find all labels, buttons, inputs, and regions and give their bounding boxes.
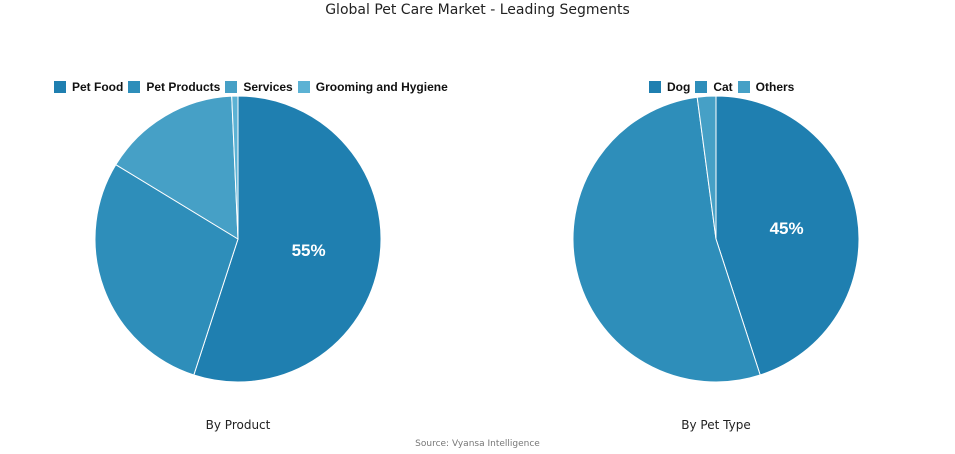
- legend-item: Cat: [695, 80, 733, 94]
- legend-label: Cat: [713, 80, 733, 94]
- legend-label: Others: [755, 80, 795, 94]
- legend-swatch: [737, 81, 750, 93]
- legend-label: Pet Food: [72, 80, 124, 94]
- slice-data-label: 55%: [292, 241, 326, 260]
- legend-swatch: [297, 81, 310, 93]
- legend-item: Services: [225, 80, 293, 94]
- chart-title: Global Pet Care Market - Leading Segment…: [325, 2, 630, 18]
- pie-slice: [115, 95, 239, 240]
- caption-by-pet-type: By Pet Type: [681, 418, 751, 432]
- legend-by-product: Pet Food Pet Products Services Grooming and…: [54, 80, 453, 94]
- pie-slice: [193, 95, 382, 383]
- legend-label: Pet Products: [146, 80, 221, 94]
- legend-swatch: [695, 81, 708, 93]
- legend-swatch: [54, 81, 66, 93]
- slice-data-label: 45%: [770, 219, 804, 238]
- caption-by-product: By Product: [205, 418, 271, 432]
- legend-item: Grooming and Hygiene: [297, 80, 448, 94]
- legend-item: Others: [737, 80, 795, 94]
- legend-item: Pet Food: [54, 80, 123, 94]
- legend-by-pet-type: Dog Cat Others: [649, 80, 799, 94]
- pie-slice: [572, 96, 761, 383]
- legend-label: Dog: [667, 80, 691, 94]
- pie-slice: [231, 95, 239, 240]
- pie-chart-by-product: 55%: [94, 95, 382, 383]
- legend-label: Services: [243, 80, 293, 94]
- legend-swatch: [128, 81, 141, 93]
- source-note: Source: Vyansa Intelligence: [415, 439, 540, 449]
- pie-slice: [715, 95, 860, 376]
- legend-item: Pet Products: [128, 80, 220, 94]
- pie-slice: [696, 95, 717, 240]
- legend-swatch: [649, 81, 661, 93]
- pie-chart-by-pet-type: 45%: [572, 95, 860, 383]
- legend-label: Grooming and Hygiene: [315, 80, 448, 94]
- legend-item: Dog: [649, 80, 690, 94]
- legend-swatch: [225, 81, 238, 93]
